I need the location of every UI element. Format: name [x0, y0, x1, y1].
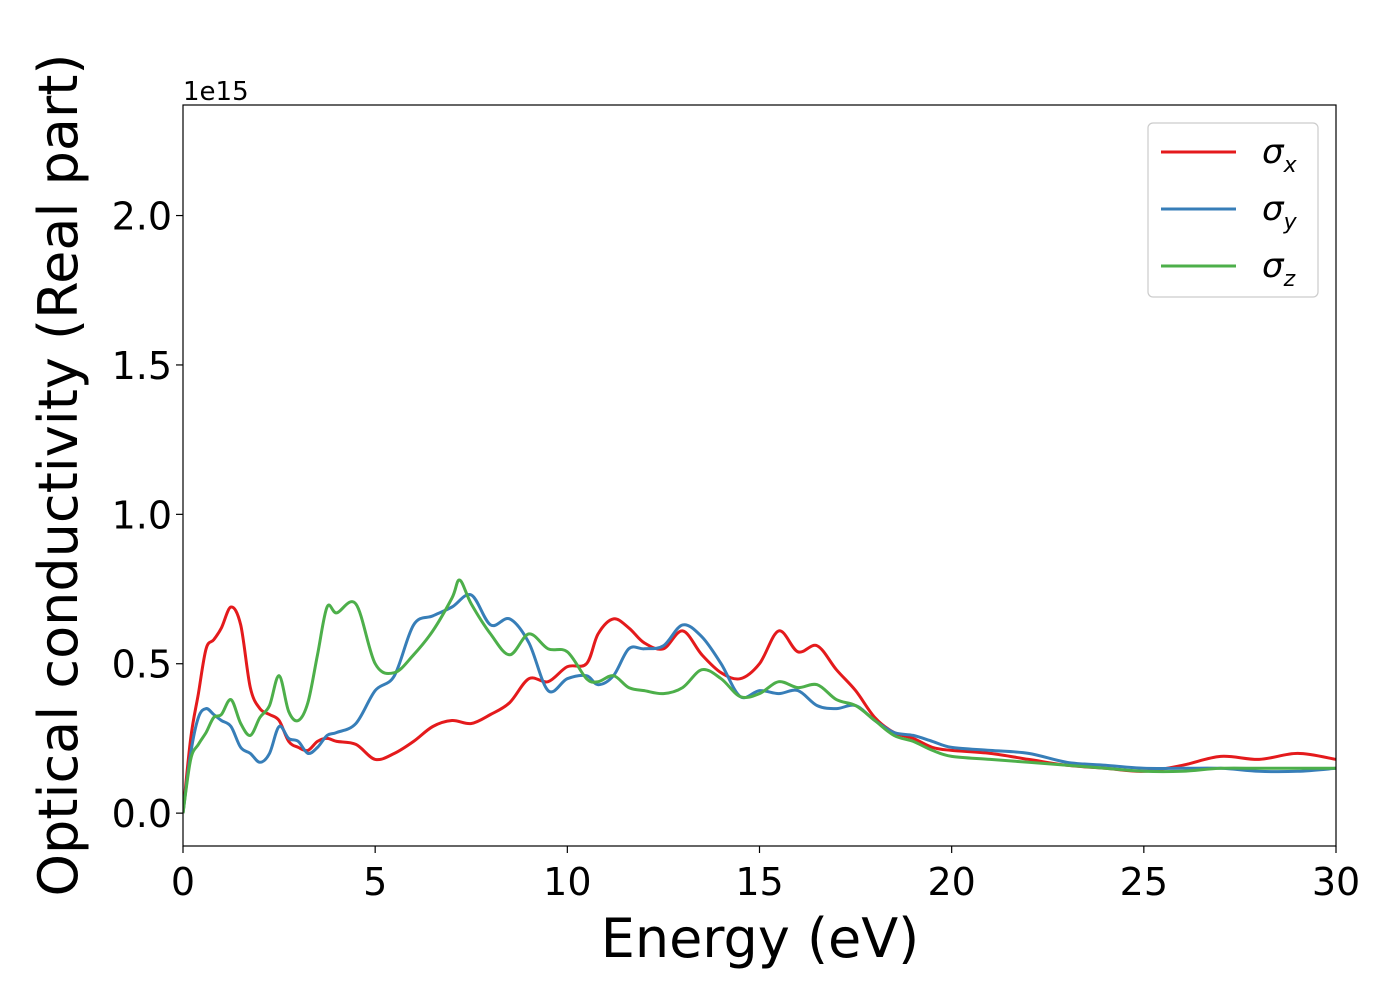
axes-layer: 0 5 10 15 20 25 30 0.0 0.5 1.0 1.5 2.0	[112, 104, 1360, 904]
series-line-y	[183, 593, 1336, 814]
y-axis-title: Optical conductivity (Real part)	[27, 54, 90, 897]
series-layer	[183, 578, 1336, 814]
x-tick-label: 0	[171, 860, 195, 904]
x-tick-label: 15	[735, 860, 783, 904]
x-tick-label: 30	[1312, 860, 1360, 904]
series-line-x	[183, 605, 1336, 814]
y-tick-label: 1.0	[112, 493, 172, 537]
x-tick-label: 5	[363, 860, 387, 904]
x-tick-label: 20	[927, 860, 975, 904]
x-tick-label: 25	[1120, 860, 1168, 904]
x-tick-label: 10	[543, 860, 591, 904]
y-offset-label: 1e15	[183, 77, 249, 107]
x-axis-title: Energy (eV)	[601, 907, 920, 970]
y-tick-label: 0.5	[112, 643, 172, 687]
y-tick-label: 2.0	[112, 195, 172, 239]
y-tick-label: 1.5	[112, 344, 172, 388]
y-tick-label: 0.0	[112, 792, 172, 836]
series-line-z	[183, 578, 1336, 814]
